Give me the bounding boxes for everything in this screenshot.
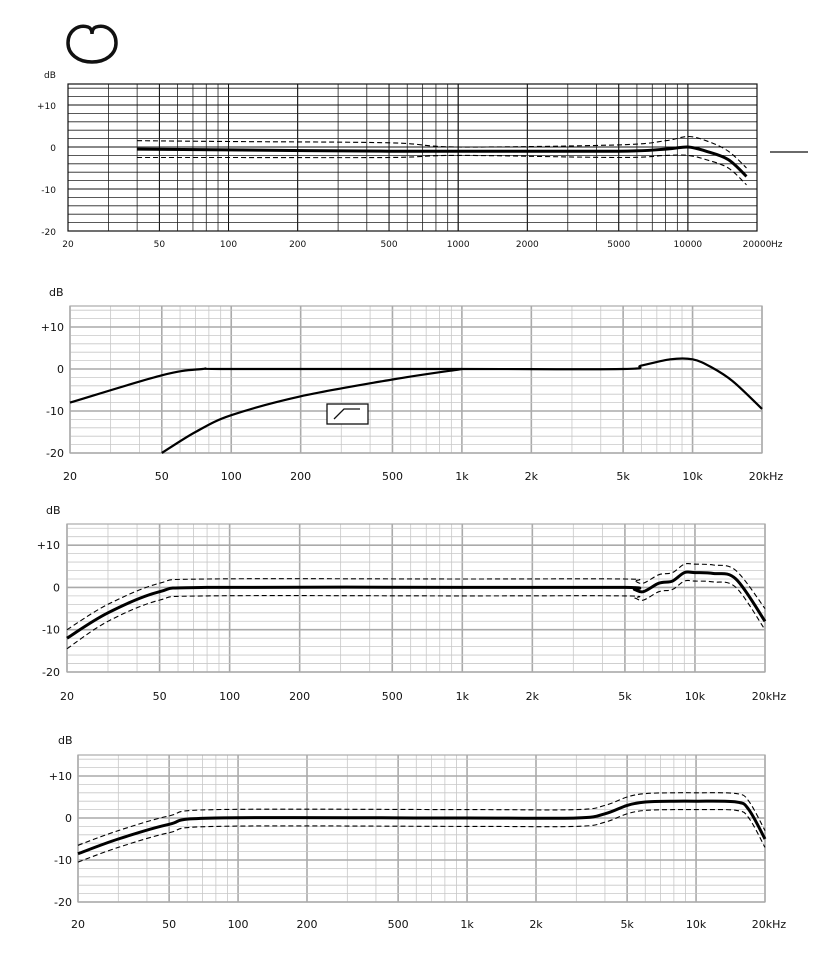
x-tick-label: 20 (62, 240, 74, 250)
y-tick-label: +10 (37, 102, 56, 112)
y-tick-label: -10 (41, 186, 56, 196)
x-tick-label: 20000 (743, 240, 772, 250)
x-tick-label: 100 (221, 470, 242, 483)
x-tick-label: 500 (382, 470, 403, 483)
x-tick-label: 20 (60, 690, 74, 703)
y-tick-label: 0 (50, 144, 56, 154)
y-tick-label: +10 (49, 770, 72, 783)
y-tick-label: -20 (46, 447, 64, 460)
x-tick-label: 5k (620, 918, 634, 931)
y-tick-label: +10 (37, 539, 60, 552)
series-line-1 (137, 145, 748, 178)
x-tick-label: 20kHz (749, 470, 784, 483)
x-tick-label: 100 (219, 690, 240, 703)
series-line-1 (66, 570, 767, 640)
series-line-2 (161, 367, 463, 454)
x-tick-label: 50 (153, 690, 167, 703)
y-tick-label: 0 (53, 581, 60, 594)
series-line-2 (66, 562, 766, 631)
x-tick-label: 1000 (447, 240, 470, 250)
y-tick-label: -20 (54, 896, 72, 909)
x-tick-label: 2k (525, 470, 539, 483)
x-tick-label: 5000 (607, 240, 630, 250)
series-line-2 (137, 135, 747, 169)
series-line-3 (77, 808, 766, 863)
grid (69, 306, 763, 454)
y-axis-label: dB (46, 504, 61, 517)
x-tick-label: 10000 (674, 240, 703, 250)
chart-3: +10 0 -10 -20 dB 20 50 100 200 500 1k 2k 5k 10k 20kHz (37, 504, 787, 703)
plot-frame (77, 754, 766, 903)
x-tick-label: 1k (455, 470, 469, 483)
x-tick-label: 500 (388, 918, 409, 931)
y-tick-label: -10 (46, 405, 64, 418)
chart-4: +10 0 -10 -20 dB 20 50 100 200 500 1k 2k 5k 10k 20kHz (49, 734, 787, 931)
x-tick-label: 200 (297, 918, 318, 931)
chart-2: +10 0 -10 -20 dB 20 50 100 200 500 1k 2k 5k 10k 20kHz (41, 286, 784, 483)
low-cut-filter-icon (326, 403, 369, 425)
y-tick-label: -20 (42, 666, 60, 679)
x-tick-label: 20kHz (752, 918, 787, 931)
x-tick-label: 10k (682, 470, 703, 483)
x-tick-label: 5k (616, 470, 630, 483)
x-tick-label: 500 (382, 690, 403, 703)
y-tick-label: +10 (41, 321, 64, 334)
y-tick-label: -20 (41, 228, 56, 238)
series-line-1 (69, 357, 763, 410)
x-tick-label: 50 (154, 240, 166, 250)
cardioid-polar-pattern-icon (66, 24, 118, 64)
x-tick-label: 2000 (516, 240, 539, 250)
y-axis-label: dB (58, 734, 73, 747)
y-tick-label: -10 (54, 854, 72, 867)
x-tick-label: 2k (526, 690, 540, 703)
chart-1: +10 0 -10 -20 dB 20 50 100 200 500 1000 2000 5000 100… (37, 71, 783, 250)
x-tick-label: 100 (220, 240, 237, 250)
x-tick-label: 2k (529, 918, 543, 931)
plot-frame (67, 83, 758, 232)
x-tick-label: 100 (228, 918, 249, 931)
x-tick-label: 1k (456, 690, 470, 703)
x-tick-label: 200 (289, 690, 310, 703)
x-tick-label: 500 (380, 240, 397, 250)
y-tick-label: -10 (42, 624, 60, 637)
series-line-2 (77, 792, 766, 846)
x-tick-label: 5k (618, 690, 632, 703)
plot-frame (66, 523, 766, 673)
series-line-3 (137, 154, 747, 186)
x-tick-label: 20 (63, 470, 77, 483)
x-axis-unit: Hz (771, 240, 783, 250)
y-tick-label: 0 (57, 363, 64, 376)
x-tick-label: 200 (290, 470, 311, 483)
y-tick-label: 0 (65, 812, 72, 825)
x-tick-label: 1k (460, 918, 474, 931)
grid (66, 524, 766, 673)
y-axis-label: dB (44, 71, 56, 81)
x-tick-label: 50 (162, 918, 176, 931)
x-tick-label: 200 (289, 240, 306, 250)
series-line-1 (77, 799, 767, 856)
series-line-3 (66, 579, 766, 650)
x-tick-label: 50 (155, 470, 169, 483)
y-axis-label: dB (49, 286, 64, 299)
x-tick-label: 20 (71, 918, 85, 931)
plot-frame (69, 305, 763, 454)
x-tick-label: 10k (686, 918, 707, 931)
x-tick-label: 10k (685, 690, 706, 703)
x-tick-label: 20kHz (752, 690, 787, 703)
